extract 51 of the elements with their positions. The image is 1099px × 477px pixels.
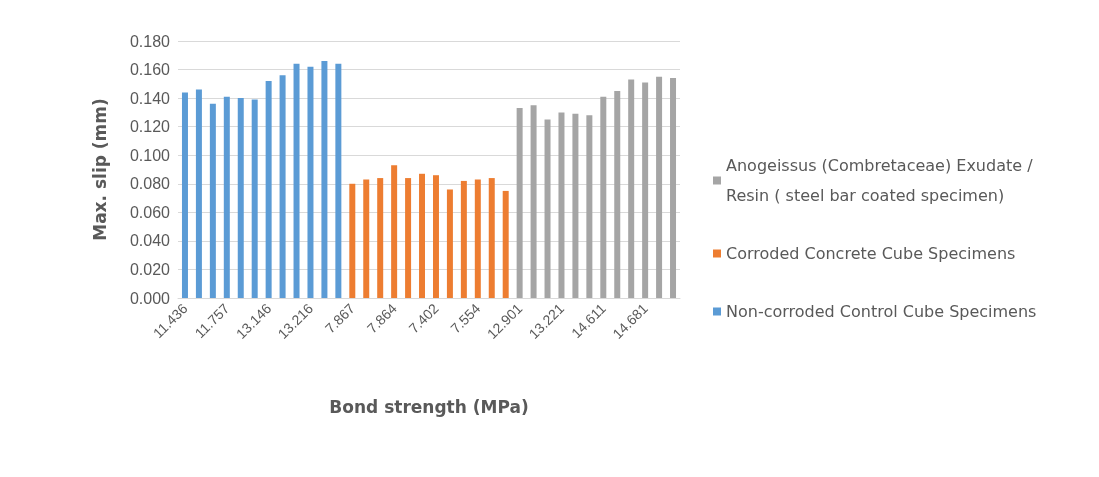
y-tick-label: 0.120 — [129, 118, 171, 136]
bar — [237, 98, 244, 298]
bar — [670, 78, 677, 298]
bar — [516, 108, 523, 298]
bar — [656, 76, 663, 298]
bar — [432, 175, 439, 298]
bar — [223, 96, 230, 298]
y-tick-label: 0.180 — [129, 32, 171, 50]
bar — [544, 119, 551, 298]
bar — [460, 180, 467, 298]
legend-label: Corroded Concrete Cube Specimens — [726, 244, 1016, 263]
bar — [572, 113, 579, 298]
y-tick-label: 0.020 — [129, 260, 171, 278]
bar — [419, 173, 426, 298]
bar — [488, 178, 495, 298]
bar — [363, 179, 370, 298]
bar — [349, 183, 356, 298]
y-tick-label: 0.160 — [129, 61, 171, 79]
bar — [474, 179, 481, 298]
bar — [321, 60, 328, 298]
bar — [530, 105, 537, 298]
bar — [279, 75, 286, 298]
y-tick-label: 0.100 — [129, 146, 171, 164]
bar — [446, 189, 453, 298]
bar — [251, 99, 258, 298]
bar — [209, 103, 216, 298]
y-tick-label: 0.140 — [129, 89, 171, 107]
y-tick-label: 0.060 — [129, 203, 171, 221]
bar — [586, 115, 593, 298]
bar — [181, 92, 188, 298]
bar — [558, 112, 565, 298]
y-tick-label: 0.080 — [129, 175, 171, 193]
bar — [335, 63, 342, 298]
bar — [391, 165, 398, 298]
bar — [405, 178, 412, 298]
bar — [307, 66, 314, 298]
bar — [614, 90, 621, 298]
y-axis-title: Max. slip (mm) — [89, 98, 110, 241]
y-tick-label: 0.000 — [129, 289, 171, 307]
bar — [628, 79, 635, 298]
y-tick-label: 0.040 — [129, 232, 171, 250]
bar — [600, 96, 607, 298]
x-axis-title: Bond strength (MPa) — [329, 396, 529, 417]
bar — [502, 190, 509, 298]
bar — [642, 82, 649, 298]
bar — [265, 80, 272, 298]
legend-label: Anogeissus (Combretaceae) Exudate / Resin ( steel bar coated specimen) — [726, 156, 1038, 205]
legend-label: Non-corroded Control Cube Specimens — [726, 302, 1037, 321]
bar — [377, 178, 384, 298]
bar — [195, 89, 202, 298]
bar — [293, 63, 300, 298]
